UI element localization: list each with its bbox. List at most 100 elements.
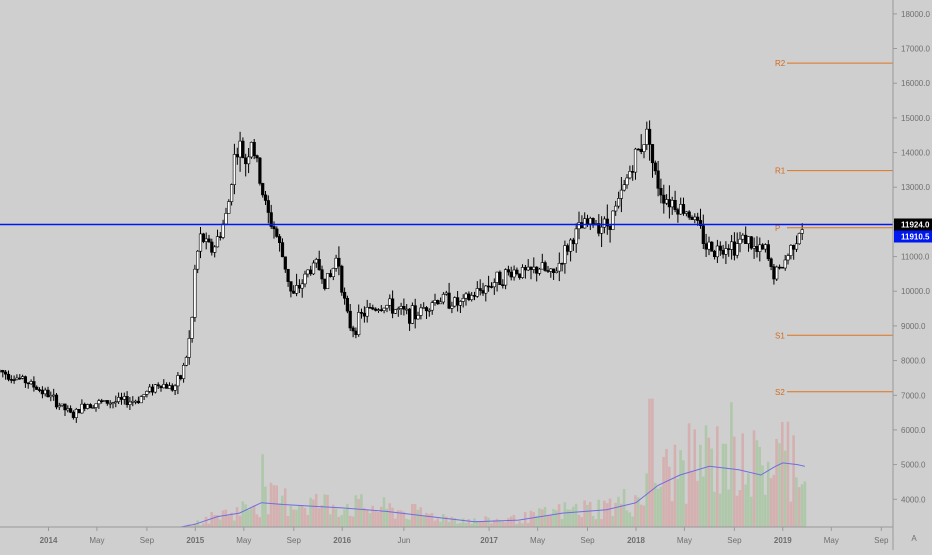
volume-bar — [402, 511, 406, 527]
candle-body — [758, 244, 762, 252]
price-axis-label: 9000.0 — [901, 322, 926, 331]
candle-body — [611, 210, 615, 230]
volume-bar — [346, 503, 349, 527]
candle-body — [289, 281, 293, 292]
volume-bar — [306, 514, 310, 527]
candle-body — [283, 256, 287, 270]
horizontal-line-price-label: 11924.0 — [901, 221, 930, 230]
candle-body — [238, 140, 242, 158]
volume-bar — [718, 493, 722, 527]
volume-bar — [764, 494, 767, 527]
volume-bar — [207, 523, 211, 527]
candle-body — [571, 239, 575, 245]
candle-body — [314, 259, 318, 264]
auto-scale-button[interactable]: A — [911, 534, 917, 543]
volume-bar — [221, 510, 225, 527]
candle-body — [546, 270, 550, 272]
price-axis[interactable]: 4000.0 5000.0 6000.0 7000.0 8000.0 9000.0 1000… — [893, 10, 932, 504]
candle-body — [681, 204, 686, 214]
volume-bar — [552, 509, 555, 527]
candle-body — [800, 229, 804, 234]
candle-body — [382, 307, 386, 311]
candle-body — [557, 262, 561, 272]
volume-bar — [405, 518, 408, 527]
candle-body — [6, 373, 11, 380]
time-axis[interactable]: 2014 May Sep 2015 May Sep 2016 Jun 2017 May Sep 201… — [40, 527, 889, 545]
volume-bar — [713, 491, 716, 527]
candle-body — [478, 288, 482, 291]
candle-body — [40, 389, 44, 395]
volume-bar — [538, 508, 541, 527]
volume-bar — [261, 454, 264, 527]
candle-body — [15, 377, 19, 380]
candle-body — [210, 241, 214, 253]
volume-bar — [210, 512, 213, 527]
volume-bar — [399, 510, 403, 527]
volume-bar — [504, 522, 507, 527]
candle-body — [509, 271, 513, 278]
time-axis-label: Sep — [140, 536, 155, 545]
candle-body — [746, 236, 751, 244]
candle-body — [563, 245, 567, 264]
time-axis-label: 2019 — [774, 536, 792, 545]
volume-bar — [264, 486, 267, 527]
volume-bar — [292, 509, 295, 527]
candle-body — [320, 269, 324, 280]
price-axis-label: 4000.0 — [901, 495, 926, 504]
candle-body — [88, 404, 92, 409]
volume-bar — [803, 481, 807, 527]
volume-bar — [639, 504, 643, 527]
candle-body — [738, 238, 742, 244]
volume-bar — [574, 503, 578, 527]
volume-bar — [761, 465, 764, 527]
volume-bar — [653, 482, 657, 527]
candle-body — [269, 212, 273, 227]
candle-body — [495, 271, 499, 283]
candle-body — [4, 371, 8, 375]
candle-body — [309, 269, 313, 275]
volume-bar — [515, 524, 519, 527]
candle-body — [554, 270, 558, 274]
candle-body — [71, 411, 75, 418]
volume-bar — [422, 516, 425, 527]
volume-bar — [699, 444, 702, 527]
candle-body — [43, 389, 47, 395]
candle-body — [467, 293, 471, 300]
candle-body — [481, 290, 485, 294]
volume-bar — [368, 513, 372, 527]
candle-body — [247, 156, 251, 165]
candle-body — [371, 307, 375, 310]
candle-body — [503, 269, 508, 286]
candle-body — [645, 128, 649, 145]
volume-bar — [696, 480, 699, 527]
candle-body — [721, 250, 725, 255]
volume-bar — [416, 509, 420, 527]
candle-body — [119, 397, 124, 400]
volume-bar — [662, 456, 665, 527]
candle-body — [433, 299, 437, 303]
candle-body — [292, 290, 296, 294]
candle-body — [472, 295, 477, 297]
volume-bar — [340, 515, 343, 527]
candle-body — [760, 244, 765, 250]
volume-bar — [730, 402, 733, 527]
candle-body — [625, 177, 629, 186]
volume-bar — [199, 525, 202, 527]
volume-bar — [244, 504, 247, 527]
candle-body — [549, 268, 553, 272]
candle-body — [376, 309, 381, 312]
candle-body — [331, 267, 335, 277]
candle-body — [340, 265, 344, 293]
candle-body — [235, 154, 239, 158]
candle-body — [642, 144, 646, 152]
candle-body — [261, 183, 265, 196]
volume-bar — [250, 508, 253, 527]
candle-body — [599, 226, 604, 234]
candle-body — [732, 241, 736, 256]
volume-bar — [331, 504, 335, 527]
candle-body — [348, 310, 352, 329]
candle-body — [427, 309, 431, 312]
